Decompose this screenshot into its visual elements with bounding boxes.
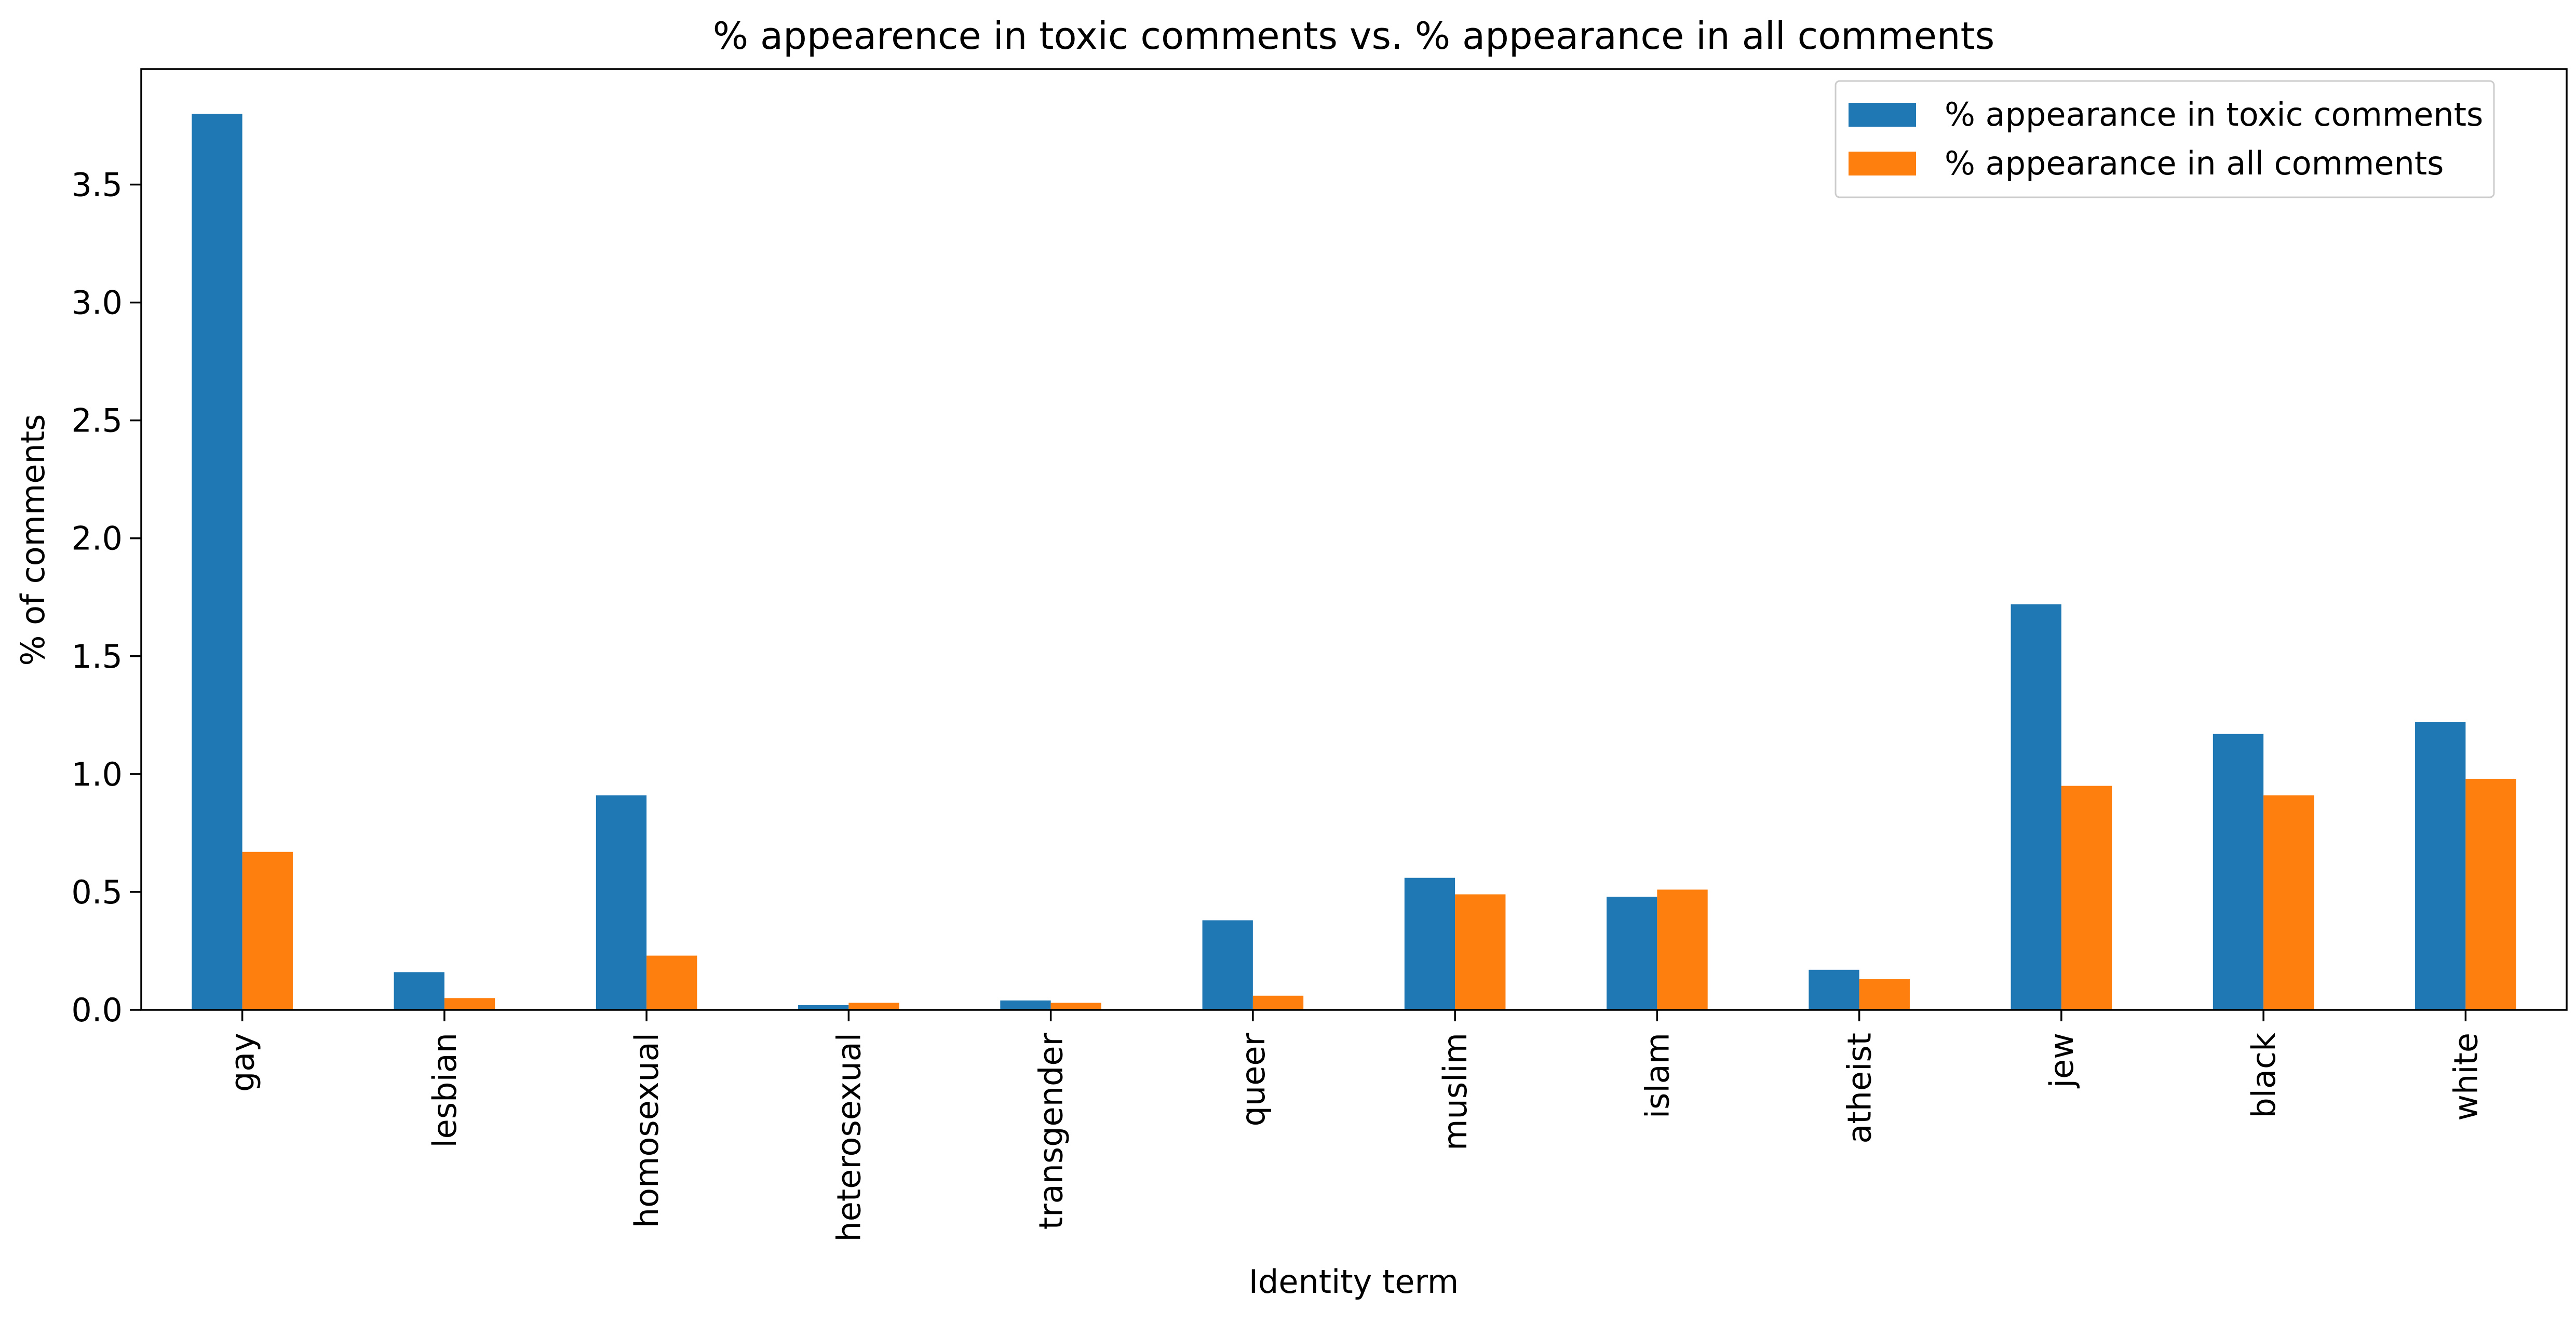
- legend-label-toxic: % appearance in toxic comments: [1945, 96, 2483, 133]
- bar-toxic-jew: [2011, 604, 2061, 1010]
- bar-toxic-heterosexual: [798, 1005, 849, 1010]
- bar-all-white: [2465, 778, 2516, 1010]
- plot-frame: [140, 68, 2568, 1011]
- bar-all-lesbian: [444, 998, 495, 1010]
- bar-toxic-gay: [192, 114, 242, 1010]
- legend: % appearance in toxic comments % appeara…: [1835, 80, 2495, 198]
- legend-box: [1835, 80, 2495, 198]
- y-tick-label: 3.0: [71, 284, 123, 322]
- bar-all-transgender: [1050, 1003, 1101, 1010]
- x-tick-label-islam: islam: [1638, 1033, 1676, 1118]
- bar-all-muslim: [1455, 894, 1506, 1010]
- bar-all-black: [2263, 795, 2314, 1010]
- x-tick-label-queer: queer: [1234, 1032, 1272, 1126]
- y-tick-label: 0.0: [71, 991, 123, 1029]
- x-tick-label-black: black: [2245, 1033, 2283, 1118]
- y-axis-label: % of comments: [14, 414, 52, 666]
- y-tick-label: 2.0: [71, 520, 123, 558]
- x-tick-label-jew: jew: [2043, 1033, 2081, 1089]
- legend-swatch-toxic: [1849, 103, 1916, 127]
- x-axis: gay lesbian homosexual heterosexual transgen…: [224, 1010, 2485, 1242]
- bar-all-atheist: [1859, 979, 1910, 1010]
- x-tick-label-atheist: atheist: [1841, 1033, 1879, 1144]
- bar-toxic-queer: [1202, 920, 1253, 1010]
- x-axis-label: Identity term: [1249, 1263, 1459, 1301]
- chart-title: % appearence in toxic comments vs. % app…: [713, 14, 1995, 58]
- bar-toxic-islam: [1607, 897, 1657, 1010]
- x-tick-label-gay: gay: [224, 1033, 262, 1092]
- y-axis: 0.0 0.5 1.0 1.5 2.0 2.5 3.0 3.5: [71, 166, 141, 1029]
- y-tick-label: 3.5: [71, 166, 123, 204]
- x-tick-label-homosexual: homosexual: [628, 1033, 666, 1228]
- y-tick-label: 0.5: [71, 873, 123, 911]
- y-tick-label: 1.0: [71, 755, 123, 793]
- bars-layer: [192, 114, 2516, 1010]
- legend-swatch-all: [1849, 152, 1916, 175]
- bar-all-homosexual: [646, 955, 697, 1010]
- legend-label-all: % appearance in all comments: [1945, 144, 2444, 182]
- x-tick-label-heterosexual: heterosexual: [830, 1033, 868, 1242]
- bar-toxic-transgender: [1000, 1000, 1051, 1010]
- bar-toxic-black: [2213, 734, 2264, 1010]
- bar-all-heterosexual: [848, 1003, 899, 1010]
- x-tick-label-transgender: transgender: [1032, 1033, 1070, 1230]
- bar-toxic-muslim: [1404, 877, 1455, 1010]
- bar-all-islam: [1657, 889, 1708, 1010]
- x-tick-label-lesbian: lesbian: [426, 1033, 464, 1148]
- y-tick-label: 2.5: [71, 402, 123, 440]
- bar-toxic-white: [2415, 722, 2466, 1010]
- bar-all-jew: [2061, 786, 2112, 1010]
- bar-all-gay: [242, 852, 293, 1010]
- y-tick-label: 1.5: [71, 638, 123, 675]
- bar-all-queer: [1252, 995, 1304, 1010]
- x-tick-label-muslim: muslim: [1436, 1033, 1474, 1151]
- x-tick-label-white: white: [2447, 1033, 2485, 1121]
- bar-toxic-homosexual: [596, 795, 647, 1010]
- bar-toxic-atheist: [1809, 969, 1859, 1010]
- bar-toxic-lesbian: [394, 972, 444, 1010]
